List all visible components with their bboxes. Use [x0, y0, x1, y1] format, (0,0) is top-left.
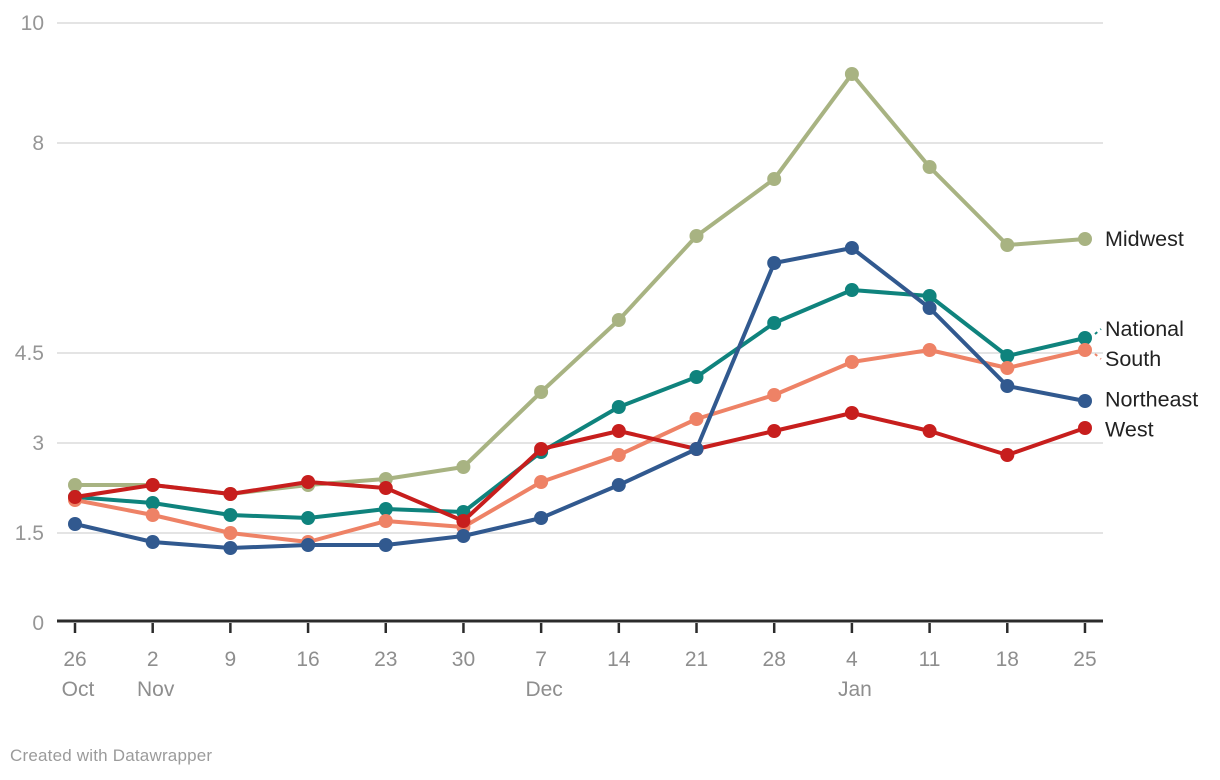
series-label-national: National [1105, 317, 1184, 341]
data-point-south[interactable] [844, 355, 859, 369]
data-point-west[interactable] [378, 481, 393, 495]
label-connector-south [1094, 353, 1102, 360]
data-point-west[interactable] [301, 475, 316, 489]
data-point-northeast[interactable] [1078, 394, 1092, 408]
data-point-midwest[interactable] [844, 67, 859, 81]
data-point-midwest[interactable] [456, 460, 471, 474]
data-point-national[interactable] [378, 502, 393, 516]
data-point-south[interactable] [223, 526, 238, 540]
y-tick-label: 4.5 [15, 342, 44, 365]
series-line-national [73, 288, 1087, 520]
series-label-midwest: Midwest [1105, 227, 1184, 251]
data-point-west[interactable] [534, 442, 549, 456]
data-point-west[interactable] [844, 406, 859, 420]
x-tick-label-month: Oct [62, 678, 95, 701]
data-point-national[interactable] [767, 316, 782, 330]
x-tick-label-day: 7 [535, 648, 547, 671]
x-tick-label-day: 25 [1073, 648, 1096, 671]
data-point-northeast[interactable] [378, 538, 393, 552]
data-point-midwest[interactable] [1000, 238, 1015, 252]
data-point-northeast[interactable] [223, 541, 238, 555]
data-point-midwest[interactable] [922, 160, 937, 174]
data-point-national[interactable] [1078, 331, 1092, 345]
data-point-national[interactable] [922, 289, 937, 303]
y-tick-label: 3 [32, 432, 44, 455]
data-point-south[interactable] [145, 508, 160, 522]
x-tick-label-month: Nov [137, 678, 175, 701]
label-connector-national [1094, 328, 1102, 335]
data-point-west[interactable] [68, 490, 82, 504]
data-point-national[interactable] [611, 400, 626, 414]
x-tick-label-day: 16 [296, 648, 319, 671]
x-tick-label-day: 23 [374, 648, 397, 671]
data-point-midwest[interactable] [1078, 232, 1092, 246]
data-point-west[interactable] [1078, 421, 1092, 435]
data-point-midwest[interactable] [611, 313, 626, 327]
data-point-south[interactable] [767, 388, 782, 402]
data-point-west[interactable] [456, 514, 471, 528]
data-point-west[interactable] [223, 487, 238, 501]
data-point-west[interactable] [767, 424, 782, 438]
y-tick-label: 10 [21, 12, 44, 35]
data-point-midwest[interactable] [767, 172, 782, 186]
x-tick-label-day: 28 [763, 648, 786, 671]
data-point-south[interactable] [378, 514, 393, 528]
data-point-national[interactable] [844, 283, 859, 297]
data-point-south[interactable] [1000, 361, 1015, 375]
data-point-northeast[interactable] [1000, 379, 1015, 393]
data-point-midwest[interactable] [689, 229, 704, 243]
datawrapper-credit-link[interactable]: Created with Datawrapper [10, 746, 213, 765]
x-tick-label-day: 14 [607, 648, 631, 671]
series-label-northeast: Northeast [1105, 388, 1198, 412]
x-tick-label-day: 11 [919, 648, 941, 671]
data-point-northeast[interactable] [611, 478, 626, 492]
y-tick-label: 0 [32, 612, 44, 635]
x-tick-label-month: Dec [525, 678, 562, 701]
x-tick-label-day: 9 [225, 648, 237, 671]
data-point-midwest[interactable] [68, 478, 82, 492]
data-point-national[interactable] [1000, 349, 1015, 363]
x-tick-label-day: 21 [685, 648, 708, 671]
data-point-midwest[interactable] [534, 385, 549, 399]
data-point-west[interactable] [1000, 448, 1015, 462]
x-tick-label-day: 18 [996, 648, 1019, 671]
x-tick-label-day: 26 [63, 648, 86, 671]
data-point-northeast[interactable] [767, 256, 782, 270]
data-point-south[interactable] [1078, 343, 1092, 357]
x-tick-label-month: Jan [838, 678, 872, 701]
data-point-national[interactable] [145, 496, 160, 510]
y-tick-label: 8 [32, 132, 44, 155]
data-point-west[interactable] [611, 424, 626, 438]
data-point-northeast[interactable] [456, 529, 471, 543]
data-point-national[interactable] [301, 511, 316, 525]
data-point-west[interactable] [145, 478, 160, 492]
x-tick-label-day: 2 [147, 648, 159, 671]
data-point-northeast[interactable] [301, 538, 316, 552]
x-tick-label-day: 4 [846, 648, 858, 671]
y-tick-label: 1.5 [15, 522, 44, 545]
data-point-south[interactable] [922, 343, 937, 357]
series-label-south: South [1105, 347, 1161, 371]
data-point-south[interactable] [534, 475, 549, 489]
series-line-south [73, 348, 1087, 544]
data-point-national[interactable] [223, 508, 238, 522]
data-point-northeast[interactable] [145, 535, 160, 549]
data-point-national[interactable] [689, 370, 704, 384]
data-point-south[interactable] [689, 412, 704, 426]
data-point-northeast[interactable] [922, 301, 937, 315]
series-label-west: West [1105, 418, 1154, 442]
data-point-west[interactable] [922, 424, 937, 438]
data-point-northeast[interactable] [689, 442, 704, 456]
data-point-northeast[interactable] [68, 517, 82, 531]
series-line-west [73, 411, 1087, 523]
x-tick-label-day: 30 [452, 648, 475, 671]
data-point-south[interactable] [611, 448, 626, 462]
data-point-northeast[interactable] [534, 511, 549, 525]
data-point-northeast[interactable] [844, 241, 859, 255]
series-line-northeast [73, 246, 1087, 550]
